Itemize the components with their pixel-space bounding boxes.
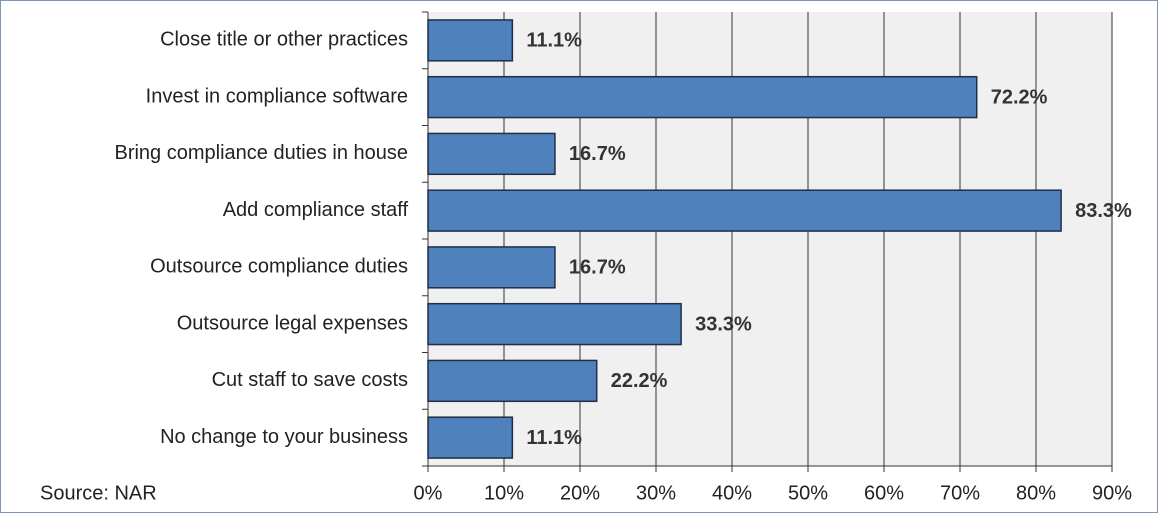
y-tick-label: No change to your business xyxy=(160,426,408,448)
bar xyxy=(427,75,978,119)
value-label: 72.2% xyxy=(991,86,1048,108)
bar xyxy=(427,19,514,62)
value-label: 33.3% xyxy=(695,313,752,335)
y-tick-label: Cut staff to save costs xyxy=(212,369,408,391)
value-label: 22.2% xyxy=(611,370,668,392)
x-tick-label: 40% xyxy=(712,482,752,504)
x-tick-label: 70% xyxy=(940,482,980,504)
x-tick-label: 80% xyxy=(1016,482,1056,504)
source-note: Source: NAR xyxy=(40,482,157,504)
bar xyxy=(427,246,556,289)
bar xyxy=(427,189,1062,232)
bar xyxy=(427,416,514,459)
y-tick-label: Outsource legal expenses xyxy=(177,312,408,334)
bar xyxy=(427,132,556,176)
x-tick-label: 20% xyxy=(560,482,600,504)
bar xyxy=(427,302,682,346)
bar xyxy=(427,359,598,403)
x-tick-label: 10% xyxy=(484,482,524,504)
y-tick-label: Bring compliance duties in house xyxy=(114,142,408,164)
value-label: 83.3% xyxy=(1075,200,1132,222)
x-tick-label: 90% xyxy=(1092,482,1132,504)
y-tick-label: Outsource compliance duties xyxy=(150,256,408,278)
x-tick-label: 0% xyxy=(414,482,443,504)
x-tick-label: 50% xyxy=(788,482,828,504)
y-tick-label: Add compliance staff xyxy=(223,199,409,221)
x-tick-label: 30% xyxy=(636,482,676,504)
y-tick-label: Invest in compliance software xyxy=(146,85,408,107)
value-label: 16.7% xyxy=(569,143,626,165)
value-label: 11.1% xyxy=(526,30,582,52)
value-label: 11.1% xyxy=(526,427,582,449)
value-label: 16.7% xyxy=(569,257,626,279)
y-tick-label: Close title or other practices xyxy=(160,29,408,51)
x-tick-label: 60% xyxy=(864,482,904,504)
